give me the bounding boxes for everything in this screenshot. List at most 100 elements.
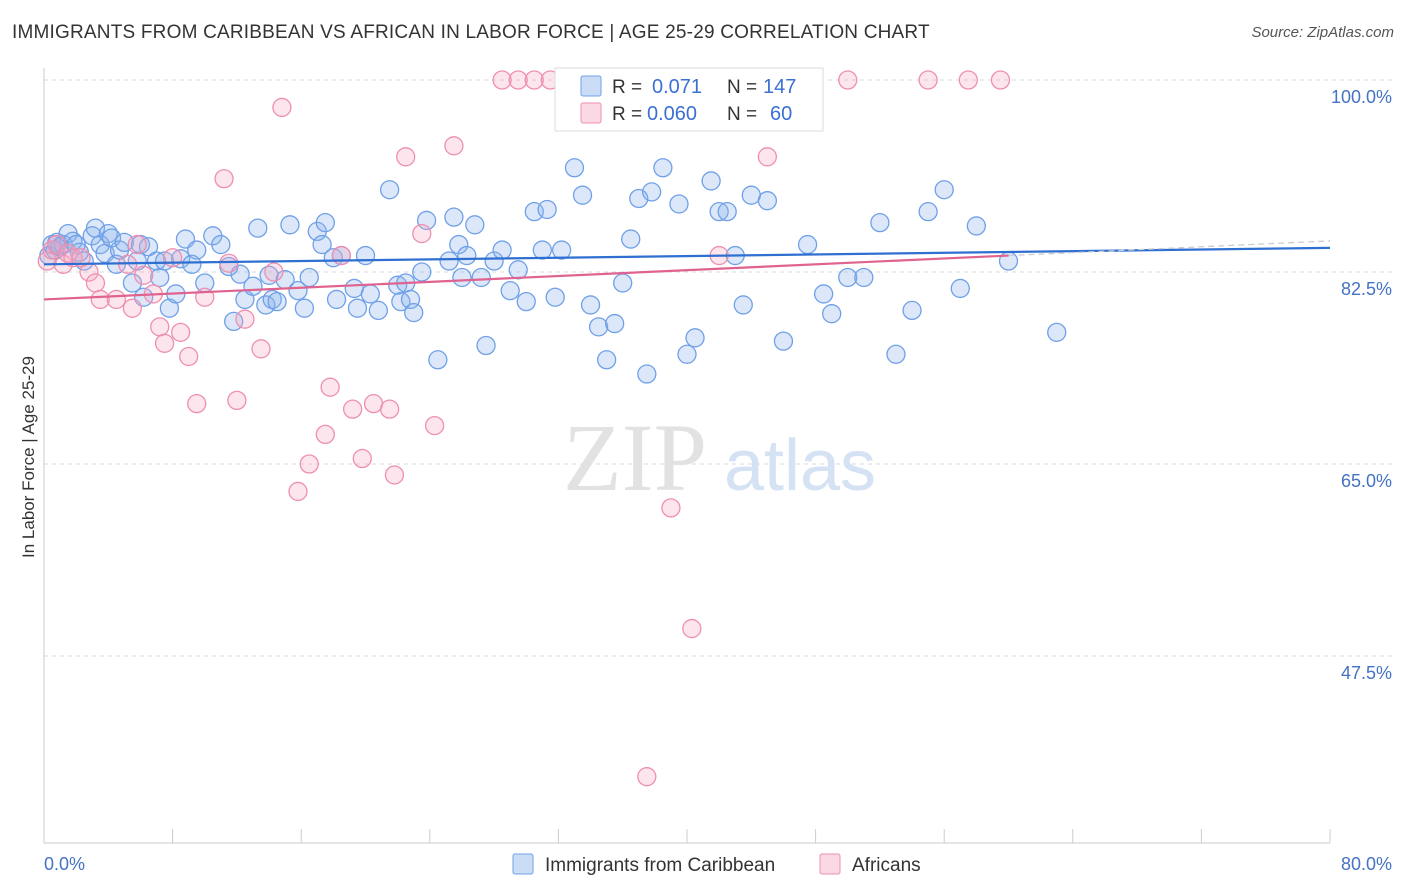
caribbean-point: [918, 202, 938, 222]
caribbean-point: [701, 171, 721, 191]
caribbean-point: [182, 254, 202, 274]
caribbean-point: [621, 229, 641, 249]
caribbean-point: [551, 240, 572, 260]
legend-n-value-blue: 147: [763, 76, 796, 98]
africans-point: [299, 454, 319, 474]
chart-title: IMMIGRANTS FROM CARIBBEAN VS AFRICAN IN …: [12, 22, 930, 43]
caribbean-point: [613, 273, 633, 293]
legend-n-value-pink: 60: [770, 103, 792, 125]
bottom-legend-label-pink: Africans: [852, 855, 921, 876]
bottom-legend: Immigrants from Caribbean Africans: [512, 853, 921, 876]
africans-point: [838, 70, 858, 90]
watermark-zip: ZIP: [563, 404, 707, 511]
africans-point: [150, 317, 170, 337]
caribbean-point: [476, 335, 496, 356]
africans-point: [990, 70, 1011, 90]
caribbean-point: [444, 207, 464, 227]
caribbean-point: [347, 298, 368, 318]
y-tick-label-65: 65.0%: [1341, 471, 1392, 491]
caribbean-point: [294, 298, 315, 318]
caribbean-point: [404, 302, 424, 323]
caribbean-point: [838, 267, 858, 288]
caribbean-point: [653, 158, 673, 178]
africans-point: [85, 273, 106, 293]
caribbean-point: [741, 185, 761, 205]
legend-box: [554, 67, 824, 132]
caribbean-point: [508, 260, 528, 280]
caribbean-point: [870, 212, 890, 233]
caribbean-point: [886, 344, 906, 364]
africans-point: [187, 394, 207, 414]
caribbean-point: [150, 267, 170, 288]
caribbean-point: [312, 234, 332, 255]
caribbean-point: [288, 281, 308, 301]
caribbean-point: [813, 284, 834, 304]
africans-point: [154, 333, 175, 353]
africans-point: [90, 289, 110, 310]
caribbean-point: [685, 328, 705, 348]
africans-point: [444, 136, 464, 156]
africans-point: [524, 70, 544, 90]
caribbean-point: [412, 262, 432, 282]
caribbean-point: [387, 275, 408, 295]
caribbean-point: [449, 234, 469, 255]
africans-point: [134, 265, 154, 285]
x-tick-label-max: 80.0%: [1341, 854, 1392, 874]
caribbean-point: [248, 218, 268, 238]
legend-swatch-pink: [580, 102, 602, 124]
trend-line-africans-extension: [1008, 240, 1331, 257]
caribbean-point: [545, 287, 565, 307]
africans-point: [37, 251, 57, 271]
caribbean-point: [428, 350, 448, 370]
gridlines: [44, 79, 1392, 657]
correlation-legend: R = 0.071 N = 147 R = 0.060 N = 60: [554, 67, 824, 132]
caribbean-point: [641, 182, 662, 202]
caribbean-point: [211, 234, 231, 255]
caribbean-point: [90, 234, 110, 255]
caribbean-point: [564, 158, 585, 178]
africans-point: [179, 346, 199, 367]
caribbean-point: [637, 364, 657, 384]
caribbean-point: [243, 276, 263, 296]
caribbean-point: [63, 231, 83, 251]
caribbean-point: [516, 291, 536, 312]
africans-point: [272, 97, 292, 118]
caribbean-point: [950, 278, 970, 299]
caribbean-point: [572, 185, 593, 205]
caribbean-point: [280, 215, 300, 235]
caribbean-point: [492, 240, 512, 260]
trend-line-caribbean: [43, 246, 1331, 266]
y-tick-label-100: 100.0%: [1331, 87, 1392, 107]
y-tick-label-47.5: 47.5%: [1341, 663, 1392, 683]
caribbean-point: [797, 234, 818, 255]
caribbean-point: [822, 304, 842, 324]
africans-point: [492, 70, 512, 90]
caribbean-point: [315, 212, 335, 233]
africans-point: [757, 147, 778, 167]
legend-r-label-pink: R =: [612, 104, 642, 125]
africans-point: [384, 465, 405, 485]
caribbean-point: [452, 267, 472, 288]
africans-point: [412, 223, 432, 244]
caribbean-point: [379, 180, 400, 200]
caribbean-point: [360, 284, 380, 304]
caribbean-point: [74, 251, 94, 271]
africans-point: [63, 248, 83, 268]
africans-point: [235, 309, 255, 329]
caribbean-point: [605, 313, 625, 334]
africans-point: [219, 253, 239, 273]
caribbean-point: [471, 267, 491, 288]
caribbean-point: [966, 216, 986, 236]
caribbean-point: [717, 202, 737, 222]
africans-point: [661, 498, 681, 518]
caribbean-point: [934, 180, 954, 200]
africans-point: [379, 399, 400, 419]
africans-point: [637, 767, 657, 787]
africans-point: [682, 618, 702, 639]
legend-n-label-pink: N =: [727, 104, 757, 125]
caribbean-point: [439, 251, 459, 271]
africans-point: [320, 377, 340, 397]
source-credit: Source: ZipAtlas.com: [1251, 24, 1394, 41]
caribbean-point: [709, 202, 729, 222]
